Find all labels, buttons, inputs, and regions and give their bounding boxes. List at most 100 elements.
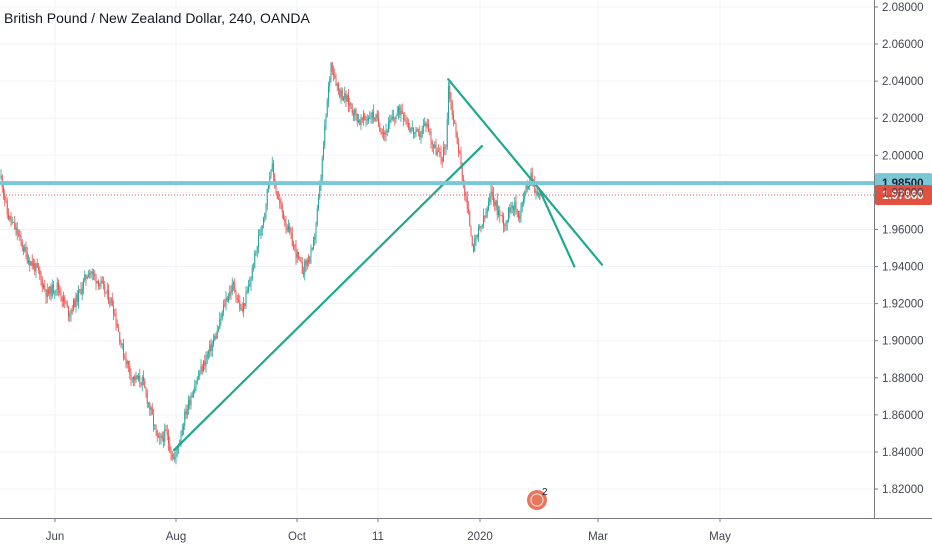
candle-up (330, 62, 332, 83)
candle-up (436, 147, 438, 157)
candle-up (306, 257, 308, 270)
candle-up (343, 96, 344, 102)
candle-up (35, 262, 37, 278)
candle-body (391, 116, 393, 120)
candle-body (19, 234, 21, 236)
candle-up (486, 205, 488, 218)
candle-down (170, 446, 172, 461)
candle-body (345, 93, 347, 102)
candle-down (41, 275, 43, 293)
candle-body (349, 103, 351, 106)
candle-up (415, 126, 417, 137)
candle-down (335, 73, 337, 87)
candle-body (13, 221, 14, 223)
candle-body (333, 72, 334, 76)
candle-down (356, 113, 358, 127)
candle-up (385, 123, 387, 142)
candle-down (71, 305, 73, 315)
candle-body (36, 263, 38, 268)
candle-down (58, 279, 59, 297)
candle-body (24, 246, 26, 252)
candle-body (211, 343, 213, 351)
candle-up (391, 109, 393, 121)
candle-up (55, 289, 57, 297)
candle-body (204, 361, 206, 366)
candle-body (489, 197, 491, 202)
candle-body (400, 110, 402, 115)
candle-body (535, 191, 537, 193)
trendline-3[interactable] (537, 187, 576, 268)
candle-body (103, 282, 104, 285)
candle-down (238, 293, 239, 303)
candle-up (69, 310, 71, 322)
candle-body (365, 119, 367, 121)
candle-body (293, 244, 294, 247)
candle-body (175, 450, 177, 458)
candle-down (351, 103, 353, 116)
candle-up (100, 276, 102, 289)
candle-up (240, 303, 242, 311)
event-marker-icon[interactable]: 2 (527, 487, 548, 510)
candle-up (159, 431, 161, 445)
candle-up (420, 130, 422, 144)
candle-down (276, 190, 278, 200)
candle-down (149, 401, 151, 416)
trendline-1[interactable] (172, 144, 484, 452)
candle-up (344, 86, 346, 104)
candle-body (288, 225, 289, 231)
candle-down (273, 159, 274, 182)
candle-body (364, 114, 366, 120)
candle-up (389, 114, 391, 130)
candle-up (160, 433, 162, 445)
y-tick-label: 1.94000 (882, 262, 924, 274)
candle-body (341, 90, 343, 100)
candle-down (331, 61, 333, 76)
candle-body (411, 127, 413, 130)
candle-body (511, 205, 513, 208)
candle-down (6, 197, 8, 219)
candle-body (26, 252, 28, 263)
candle-body (408, 123, 409, 128)
candle-body (371, 111, 373, 119)
candle-down (155, 424, 157, 436)
trendline-2[interactable] (447, 78, 604, 266)
candle-up (411, 120, 413, 132)
candle-body (138, 375, 139, 380)
candle-down (239, 295, 241, 312)
candle-body (276, 191, 278, 199)
candle-down (435, 138, 437, 156)
candle-down (226, 295, 228, 303)
candle-body (458, 143, 459, 152)
candle-body (125, 357, 127, 365)
candle-body (423, 125, 424, 128)
candle-body (273, 163, 274, 176)
candle-down (64, 295, 66, 309)
candle-body (291, 233, 293, 247)
candle-down (230, 285, 232, 300)
candle-body (60, 292, 62, 299)
candle-up (203, 360, 204, 373)
candle-body (536, 191, 538, 195)
candle-down (425, 121, 427, 133)
candle-down (504, 223, 506, 232)
candle-body (145, 387, 147, 394)
candle-body (446, 118, 448, 147)
candle-down (158, 433, 159, 438)
candle-down (416, 127, 418, 133)
candle-body (68, 306, 69, 317)
candle-down (169, 436, 171, 454)
candle-up (314, 233, 316, 246)
candle-down (493, 186, 494, 207)
candle-up (483, 208, 484, 229)
candle-body (3, 186, 4, 194)
candle-body (313, 240, 314, 248)
candle-body (263, 217, 264, 226)
candle-body (310, 249, 312, 257)
candle-body (353, 113, 354, 116)
candle-down (163, 431, 164, 448)
candle-body (143, 377, 144, 381)
candle-up (191, 391, 193, 398)
candle-down (378, 110, 379, 127)
candle-body (241, 308, 243, 312)
